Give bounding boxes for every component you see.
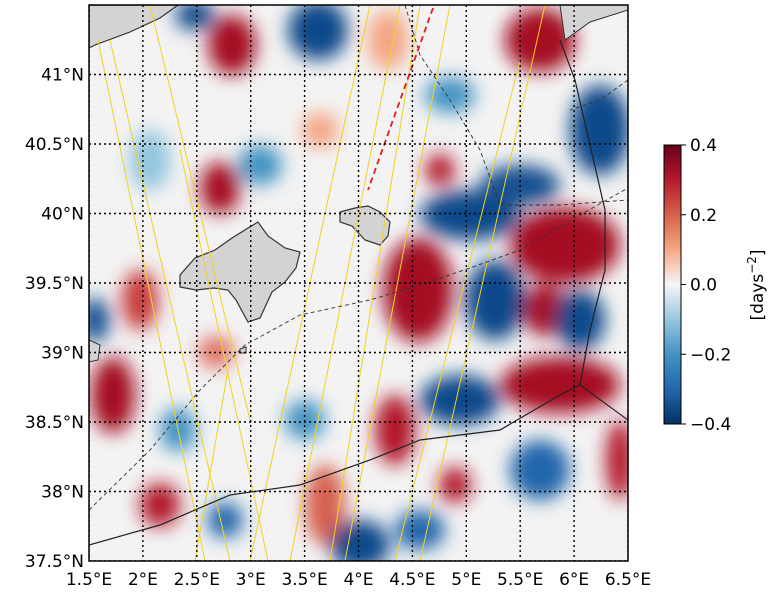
anomaly-blob (122, 270, 158, 330)
mallorca-island (179, 221, 301, 323)
anomaly-blob (288, 5, 348, 60)
anomaly-blob (510, 207, 620, 283)
x-tick-label: 3.5°E (281, 570, 327, 590)
colorbar-ticks: 0.4 0.2 0.0 −0.2 −0.4 (681, 136, 731, 435)
colorbar-title: [days−2] (745, 249, 768, 320)
x-tick-label: 4.5°E (389, 570, 435, 590)
y-tick-label: 38.5°N (25, 413, 84, 433)
anomaly-blob (500, 357, 620, 413)
anomaly-blob (130, 130, 170, 190)
mainland-coast (89, 5, 180, 49)
x-tick-label: 1.5°E (66, 570, 112, 590)
anomaly-blob (200, 162, 240, 214)
anomaly-blob (91, 357, 135, 433)
anomaly-blob (425, 77, 475, 113)
x-tick-label: 6.5°E (605, 570, 651, 590)
map-frame (88, 4, 629, 562)
anomaly-blob (555, 290, 605, 350)
x-tick-label: 6°E (559, 570, 589, 590)
vorticity-field (89, 5, 628, 561)
anomaly-blob (425, 154, 455, 186)
x-tick-label: 5°E (451, 570, 481, 590)
colorbar-tick-label: −0.4 (690, 415, 731, 435)
anomaly-blob (140, 483, 180, 527)
coast-fragment (89, 339, 101, 363)
region-boundary-branch (579, 384, 628, 421)
y-tick-label: 37.5°N (25, 552, 84, 572)
anomaly-blob (238, 145, 282, 185)
y-tick-label: 39.5°N (25, 274, 84, 294)
anomaly-blob (175, 5, 215, 30)
mainland-coast-ne (559, 5, 628, 41)
anomaly-blob (208, 15, 256, 75)
anomaly-blob (465, 260, 525, 340)
x-tick-label: 5.5°E (497, 570, 543, 590)
x-axis-labels: 1.5°E 2°E 2.5°E 3°E 3.5°E 4°E 4.5°E 5°E 5.5°E 6°E… (66, 570, 651, 590)
y-tick-label: 40.5°N (25, 135, 84, 155)
y-tick-label: 38°N (41, 483, 84, 503)
x-tick-label: 4°E (343, 570, 373, 590)
anomaly-blob (305, 465, 345, 545)
anomaly-blob (439, 467, 471, 503)
colorbar-tick-label: 0.4 (690, 136, 717, 156)
colorbar-gradient (663, 144, 682, 425)
y-tick-label: 41°N (41, 66, 84, 86)
anomaly-blob (368, 10, 408, 70)
anomaly-blob (207, 502, 243, 538)
anomaly-blob (375, 395, 415, 465)
colorbar: 0.4 0.2 0.0 −0.2 −0.4 [days−2] (663, 136, 768, 435)
anomaly-blob (383, 238, 453, 342)
anomaly-blob (510, 440, 570, 500)
x-tick-label: 2.5°E (174, 570, 220, 590)
y-tick-label: 40°N (41, 205, 84, 225)
x-tick-label: 3°E (236, 570, 266, 590)
boundary-lines (89, 5, 628, 511)
menorca-island (339, 205, 391, 246)
field-layer (89, 5, 628, 561)
x-tick-label: 2°E (128, 570, 158, 590)
anomaly-blob (395, 510, 445, 550)
anomaly-blob (420, 375, 500, 425)
anomaly-blob (302, 112, 338, 148)
anomaly-blob (606, 420, 628, 500)
anomaly-blob (330, 520, 390, 561)
colorbar-tick-label: 0.2 (690, 206, 717, 226)
y-axis-labels: 41°N 40.5°N 40°N 39.5°N 39°N 38.5°N 38°N 37.5°N (25, 66, 84, 573)
anomaly-blob (505, 8, 575, 72)
anomaly-blob (89, 298, 110, 342)
reference-transect (367, 7, 434, 191)
colorbar-tick-label: 0.0 (690, 276, 717, 296)
y-tick-label: 39°N (41, 344, 84, 364)
colorbar-tick-label: −0.2 (690, 345, 731, 365)
region-boundary (89, 39, 606, 546)
anomaly-blob (570, 85, 628, 175)
